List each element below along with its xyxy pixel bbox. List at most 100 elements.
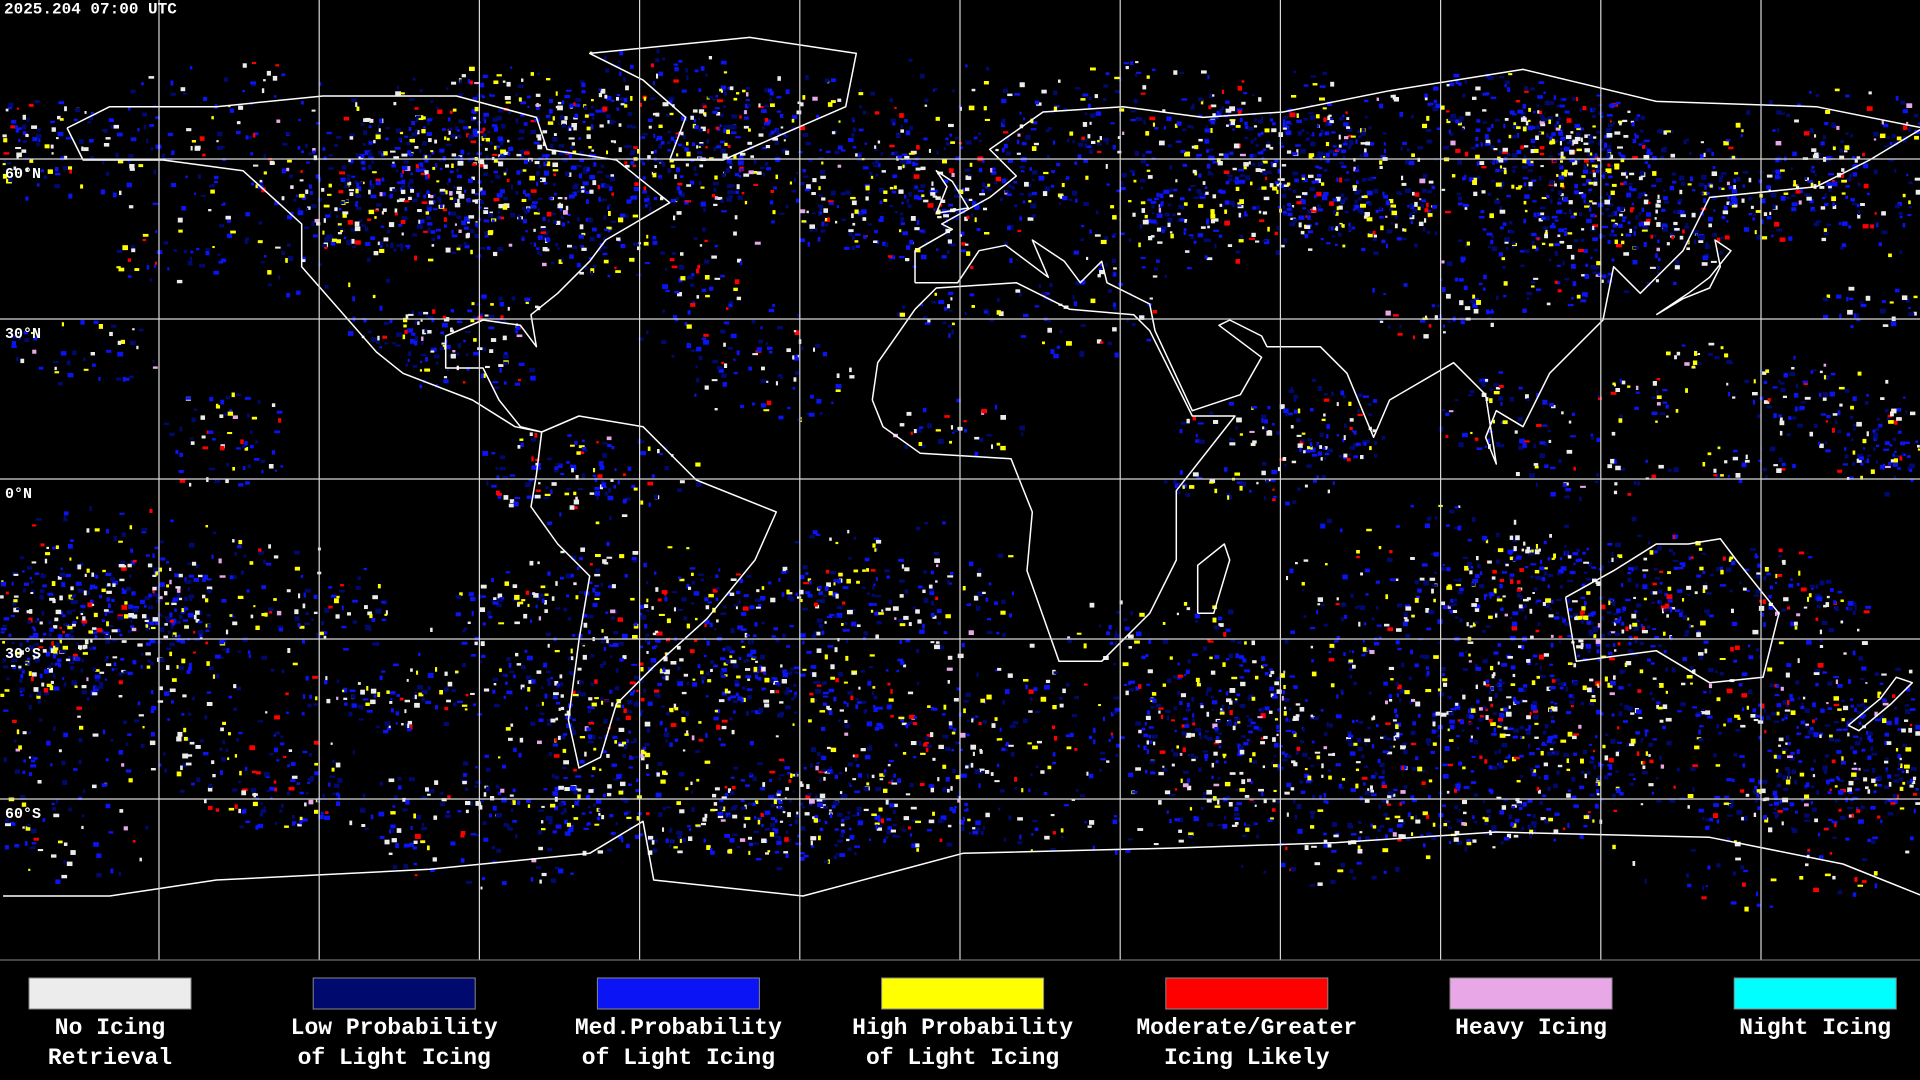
speckle: [1559, 104, 1565, 108]
speckle: [1655, 253, 1658, 259]
speckle: [765, 342, 769, 345]
speckle: [1001, 98, 1007, 104]
speckle: [1908, 205, 1913, 208]
speckle: [720, 113, 724, 118]
speckle: [44, 144, 50, 149]
speckle: [1414, 201, 1418, 207]
speckle: [112, 192, 117, 198]
speckle: [924, 104, 928, 107]
speckle: [189, 437, 194, 440]
speckle: [1490, 703, 1493, 708]
speckle: [39, 595, 45, 600]
speckle: [1073, 250, 1079, 255]
speckle: [257, 400, 261, 404]
speckle: [600, 88, 606, 94]
speckle: [1539, 146, 1545, 150]
speckle: [863, 235, 867, 239]
speckle: [1498, 371, 1504, 374]
speckle: [840, 149, 846, 152]
speckle: [1336, 148, 1341, 151]
speckle: [451, 234, 458, 238]
speckle: [880, 152, 884, 156]
speckle: [1281, 164, 1287, 167]
speckle: [949, 242, 952, 246]
speckle: [1638, 222, 1644, 227]
speckle: [694, 393, 697, 397]
speckle: [1735, 122, 1741, 128]
speckle: [947, 304, 950, 309]
speckle: [340, 177, 346, 182]
speckle: [625, 164, 630, 168]
speckle: [806, 184, 811, 190]
speckle: [546, 211, 552, 217]
speckle: [1752, 392, 1758, 396]
speckle: [948, 168, 954, 174]
speckle: [351, 238, 355, 244]
speckle: [801, 346, 804, 351]
speckle: [1572, 735, 1577, 740]
speckle: [729, 86, 734, 91]
speckle: [768, 133, 773, 138]
speckle: [408, 127, 412, 132]
speckle: [1851, 202, 1858, 206]
speckle: [1348, 453, 1351, 456]
speckle: [1536, 124, 1540, 130]
speckle: [475, 224, 478, 227]
speckle: [518, 216, 522, 221]
speckle: [1489, 213, 1494, 219]
speckle: [1565, 135, 1572, 140]
speckle: [1680, 210, 1685, 215]
speckle: [728, 300, 734, 304]
speckle: [1389, 207, 1394, 212]
speckle: [1274, 231, 1278, 236]
speckle: [1169, 188, 1173, 193]
speckle: [1238, 169, 1245, 172]
speckle: [416, 192, 420, 198]
speckle: [129, 164, 135, 169]
speckle: [1251, 153, 1257, 158]
speckle: [428, 316, 433, 320]
speckle: [1271, 163, 1274, 168]
speckle: [586, 134, 591, 139]
speckle: [1112, 233, 1117, 236]
speckle: [1257, 132, 1261, 137]
speckle: [1179, 71, 1185, 74]
speckle: [1441, 408, 1446, 412]
speckle: [1892, 453, 1895, 457]
speckle: [425, 174, 428, 180]
speckle: [1738, 478, 1743, 484]
speckle: [1791, 207, 1797, 212]
speckle: [421, 116, 426, 120]
speckle: [1574, 123, 1581, 129]
speckle: [1856, 421, 1862, 427]
speckle: [1532, 200, 1537, 203]
speckle: [643, 96, 647, 101]
speckle: [650, 151, 654, 154]
speckle: [116, 249, 123, 254]
speckle: [1610, 190, 1615, 196]
speckle: [1432, 205, 1438, 209]
speckle: [1224, 200, 1230, 205]
speckle: [920, 73, 925, 79]
speckle: [1556, 264, 1561, 267]
speckle: [1066, 341, 1072, 346]
speckle: [530, 204, 537, 209]
speckle: [1249, 489, 1252, 493]
speckle: [906, 199, 910, 204]
speckle: [473, 116, 477, 120]
speckle: [1443, 145, 1450, 150]
speckle: [1531, 285, 1535, 288]
speckle: [1742, 184, 1745, 188]
speckle: [1041, 291, 1046, 296]
speckle: [1701, 174, 1707, 180]
speckle: [0, 581, 7, 587]
speckle: [382, 208, 387, 212]
speckle: [1520, 145, 1524, 150]
speckle: [589, 492, 595, 495]
speckle: [456, 129, 460, 132]
speckle: [369, 118, 374, 123]
speckle: [613, 485, 617, 489]
speckle: [517, 445, 521, 449]
speckle: [1509, 110, 1515, 115]
speckle: [458, 93, 464, 97]
